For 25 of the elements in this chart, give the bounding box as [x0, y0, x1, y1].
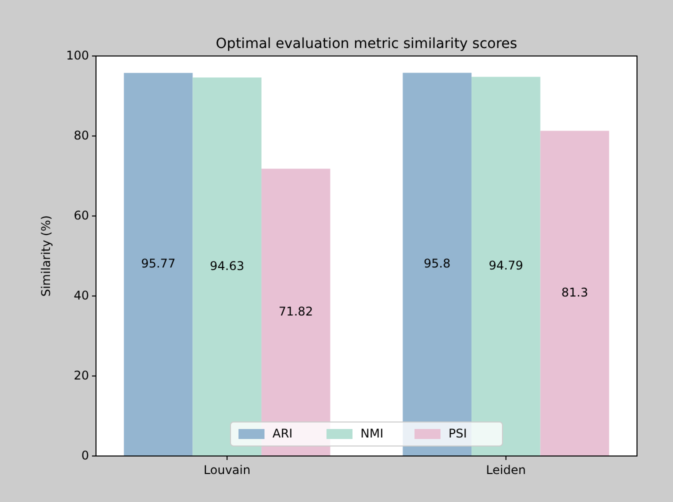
y-tick-label: 40 [74, 288, 89, 302]
y-tick-label: 100 [66, 48, 89, 62]
legend-label: PSI [448, 426, 467, 440]
x-tick-label: Leiden [486, 463, 526, 477]
bar [192, 77, 262, 456]
data-label: 94.63 [210, 259, 244, 274]
chart-title: Optimal evaluation metric similarity scores [216, 36, 518, 52]
data-label: 95.77 [141, 256, 176, 271]
bar [472, 76, 540, 456]
bar [124, 72, 193, 456]
bar [402, 72, 472, 456]
y-axis-title: Similarity (%) [39, 215, 53, 297]
data-label: 94.79 [488, 258, 524, 273]
y-tick-label: 60 [74, 208, 89, 222]
y-tick-label: 0 [81, 448, 89, 462]
y-tick-label: 80 [74, 128, 89, 142]
legend-label: ARI [272, 426, 293, 440]
bar [261, 168, 330, 456]
bar [540, 130, 610, 456]
data-label: 81.3 [561, 286, 588, 300]
legend-label: NMI [360, 426, 384, 440]
y-tick-label: 20 [74, 368, 89, 382]
data-label: 95.8 [424, 256, 451, 271]
data-label: 71.82 [278, 304, 314, 319]
x-tick-label: Louvain [204, 463, 250, 477]
